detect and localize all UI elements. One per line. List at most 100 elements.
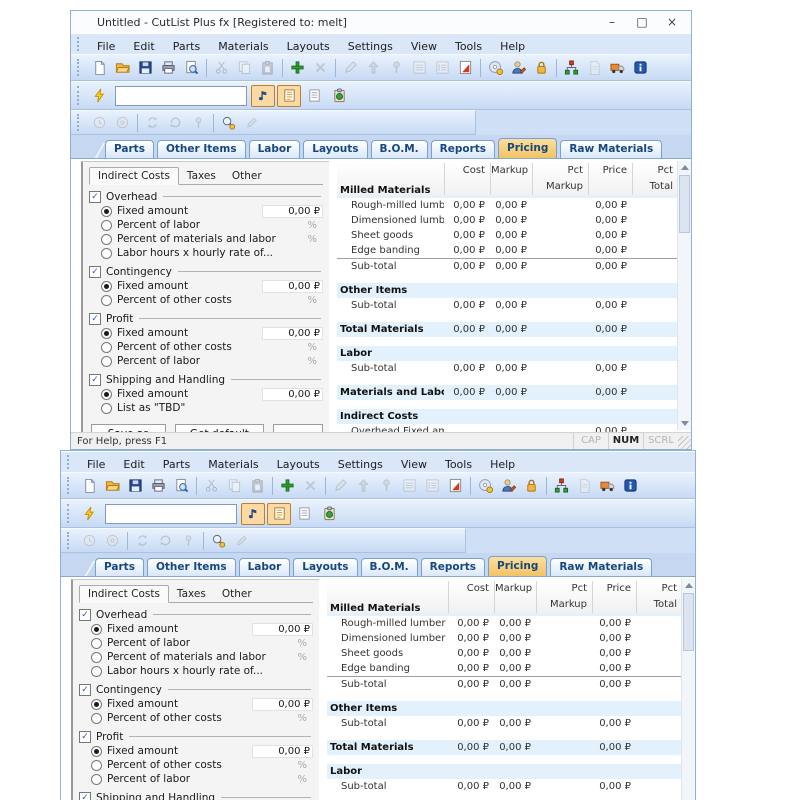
scroll-up-button[interactable] (682, 579, 695, 592)
column-header-price[interactable]: Price (588, 163, 632, 195)
delete-x-button[interactable] (299, 475, 322, 496)
menu-item-file[interactable]: File (97, 39, 116, 53)
amount-field[interactable]: 0,00 ₽ (252, 744, 313, 758)
open-folder-button[interactable] (101, 475, 124, 496)
list-lines-button[interactable] (408, 57, 431, 78)
draw-pencil-button[interactable] (240, 112, 263, 133)
toolbar-grip[interactable] (67, 532, 72, 549)
open-folder-button[interactable] (111, 57, 134, 78)
menu-item-help[interactable]: Help (490, 457, 516, 471)
maximize-button[interactable]: □ (636, 15, 648, 29)
tab-parts[interactable]: Parts (105, 140, 154, 158)
table-row[interactable]: Sub-total 0,00 ₽ 0,00 ₽ 0,00 ₽ (327, 779, 682, 794)
menu-item-view[interactable]: View (410, 39, 437, 53)
clock-gray-button[interactable] (88, 112, 111, 133)
lightning-button[interactable] (78, 503, 101, 524)
lightning-button[interactable] (88, 85, 111, 106)
refresh-arrow-button[interactable] (154, 530, 177, 551)
sync-arrows-button[interactable] (141, 112, 164, 133)
radio-percent-of-other-costs[interactable] (101, 294, 112, 306)
column-header-cost[interactable]: Cost (448, 581, 494, 613)
draw-pencil-button[interactable] (230, 530, 253, 551)
vertical-scrollbar[interactable] (681, 579, 695, 800)
user-edit-button[interactable] (507, 57, 530, 78)
amount-field[interactable]: 0,00 ₽ (262, 387, 323, 401)
amount-field[interactable]: 0,00 ₽ (262, 204, 323, 218)
radio-percent-of-labor[interactable] (91, 637, 102, 649)
toolbar-grip[interactable] (67, 455, 72, 469)
report-page-button[interactable] (303, 85, 326, 106)
add-plus-button[interactable] (276, 475, 299, 496)
radio-labor-hours-x-hourly-rate-of[interactable] (101, 247, 112, 259)
radio-list-as-tbd[interactable] (101, 402, 112, 414)
delete-x-button[interactable] (309, 57, 332, 78)
table-row[interactable]: Sub-total 0,00 ₽ 0,00 ₽ 0,00 ₽ (327, 676, 682, 692)
tab-b-o-m[interactable]: B.O.M. (370, 140, 428, 158)
zoom-search-button[interactable] (217, 112, 240, 133)
menu-item-tools[interactable]: Tools (454, 39, 483, 53)
toolbar-grip[interactable] (67, 504, 72, 523)
radio-percent-of-other-costs[interactable] (91, 712, 102, 724)
panel-tab-other[interactable]: Other (231, 170, 262, 182)
edit-pencil-button[interactable] (339, 57, 362, 78)
column-header-price[interactable]: Price (592, 581, 636, 613)
column-header-markup[interactable]: Markup (490, 163, 532, 195)
list-lines2-button[interactable] (431, 57, 454, 78)
get-default-settings-button[interactable]: Get default settings (174, 424, 265, 432)
panel-tab-taxes[interactable]: Taxes (186, 170, 216, 182)
vertical-scrollbar[interactable] (677, 161, 691, 430)
radio-percent-of-labor[interactable] (101, 219, 112, 231)
cd-gray-button[interactable] (101, 530, 124, 551)
refresh-arrow-button[interactable] (164, 112, 187, 133)
amount-field[interactable]: 0,00 ₽ (262, 326, 323, 340)
checkbox-contingency[interactable]: ✓ (79, 683, 91, 696)
tab-layouts[interactable]: Layouts (293, 558, 358, 576)
paste-button[interactable] (246, 475, 269, 496)
copy-button[interactable] (233, 57, 256, 78)
checkbox-shipping-and-handling[interactable]: ✓ (89, 373, 101, 386)
column-header-pct-total[interactable]: Pct Total (632, 163, 678, 195)
table-row[interactable]: Sub-total 0,00 ₽ 0,00 ₽ 0,00 ₽ (327, 716, 682, 731)
checkbox-overhead[interactable]: ✓ (79, 608, 91, 621)
cd-disk-button[interactable] (484, 57, 507, 78)
cut-button[interactable] (200, 475, 223, 496)
table-row[interactable]: Rough-milled lumber 0,00 ₽ 0,00 ₽ 0,00 ₽ (337, 198, 678, 213)
menu-item-settings[interactable]: Settings (347, 39, 393, 53)
radio-fixed-amount[interactable] (101, 205, 112, 217)
quick-combo[interactable]: ▾ (105, 503, 249, 524)
menu-item-help[interactable]: Help (500, 39, 526, 53)
menu-item-view[interactable]: View (400, 457, 427, 471)
truck-button[interactable] (606, 57, 629, 78)
resize-grip[interactable] (678, 436, 691, 449)
print-button[interactable] (157, 57, 180, 78)
print-preview-button[interactable] (180, 57, 203, 78)
tab-reports[interactable]: Reports (430, 140, 496, 158)
tab-layouts[interactable]: Layouts (303, 140, 368, 158)
lock-button[interactable] (530, 57, 553, 78)
scroll-down-button[interactable] (678, 417, 691, 430)
radio-fixed-amount[interactable] (91, 745, 102, 757)
table-row[interactable]: Rough-milled lumber 0,00 ₽ 0,00 ₽ 0,00 ₽ (327, 616, 682, 631)
truck-button[interactable] (596, 475, 619, 496)
column-header-pct-total[interactable]: Pct Total (636, 581, 682, 613)
copy-button[interactable] (223, 475, 246, 496)
print-button[interactable] (147, 475, 170, 496)
toolbar-grip[interactable] (77, 37, 82, 51)
toolbar-grip[interactable] (67, 476, 72, 495)
radio-labor-hours-x-hourly-rate-of[interactable] (91, 665, 102, 677)
quick-combo-input[interactable] (106, 506, 244, 521)
tab-parts[interactable]: Parts (95, 558, 144, 576)
radio-percent-of-other-costs[interactable] (91, 759, 102, 771)
toolbar-grip[interactable] (77, 86, 82, 105)
amount-field[interactable]: 0,00 ₽ (252, 622, 313, 636)
pushpin-button[interactable] (385, 57, 408, 78)
panel-tab-indirect-costs[interactable]: Indirect Costs (89, 167, 179, 185)
hierarchy-button[interactable] (550, 475, 573, 496)
sync-arrows-button[interactable] (131, 530, 154, 551)
panel-tab-taxes[interactable]: Taxes (176, 588, 206, 600)
column-header-markup[interactable]: Markup (494, 581, 536, 613)
menu-item-file[interactable]: File (87, 457, 106, 471)
radio-percent-of-materials-and-labor[interactable] (91, 651, 102, 663)
apply-button[interactable]: Apply (273, 424, 323, 432)
table-row[interactable]: Dimensioned lumber 0,00 ₽ 0,00 ₽ 0,00 ₽ (327, 631, 682, 646)
